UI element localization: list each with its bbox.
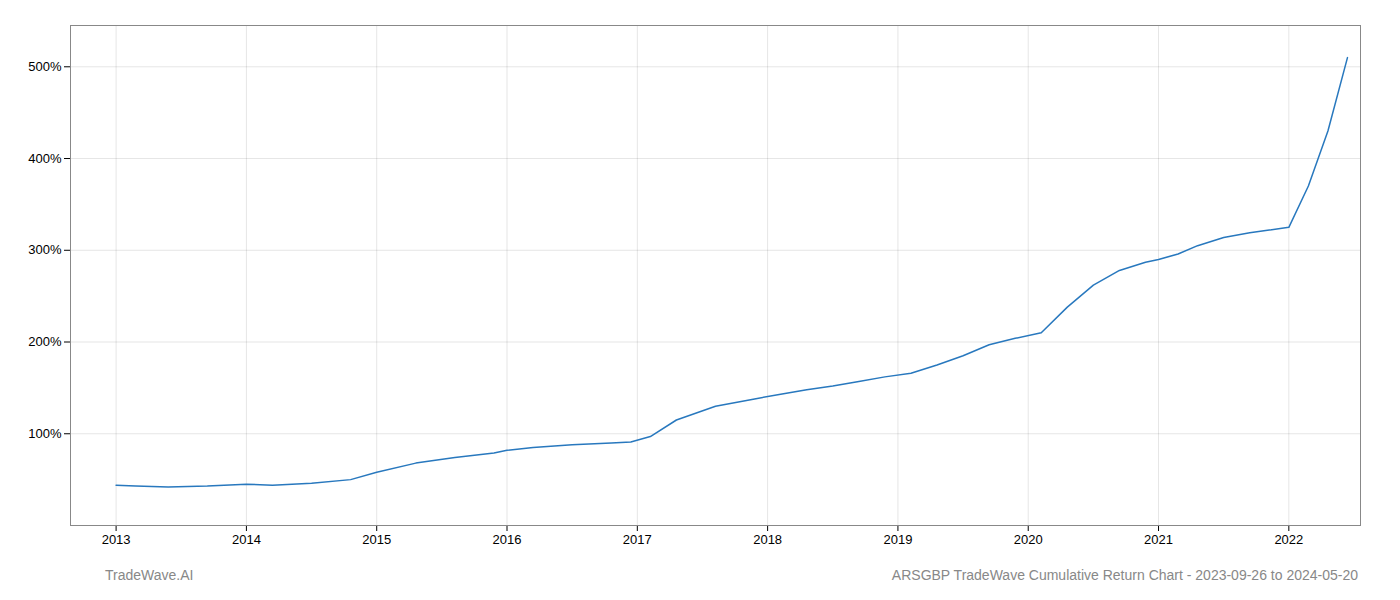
svg-text:2015: 2015 — [362, 532, 391, 547]
html-text:ARSGBP TradeWave Cumulative Re: ARSGBP TradeWave Cumulative Return Chart… — [891, 567, 1358, 583]
svg-text:200%: 200% — [28, 334, 62, 349]
html-text:TradeWave.AI: TradeWave.AI — [105, 567, 194, 583]
svg-text:2021: 2021 — [1144, 532, 1173, 547]
svg-text:500%: 500% — [28, 59, 62, 74]
svg-text:400%: 400% — [28, 151, 62, 166]
svg-text:2017: 2017 — [623, 532, 652, 547]
svg-text:2019: 2019 — [883, 532, 912, 547]
svg-text:2014: 2014 — [232, 532, 261, 547]
svg-text:2020: 2020 — [1014, 532, 1043, 547]
svg-text:300%: 300% — [28, 242, 62, 257]
svg-text:2013: 2013 — [102, 532, 131, 547]
svg-text:2018: 2018 — [753, 532, 782, 547]
svg-text:2022: 2022 — [1274, 532, 1303, 547]
svg-text:100%: 100% — [28, 426, 62, 441]
svg-text:2016: 2016 — [493, 532, 522, 547]
